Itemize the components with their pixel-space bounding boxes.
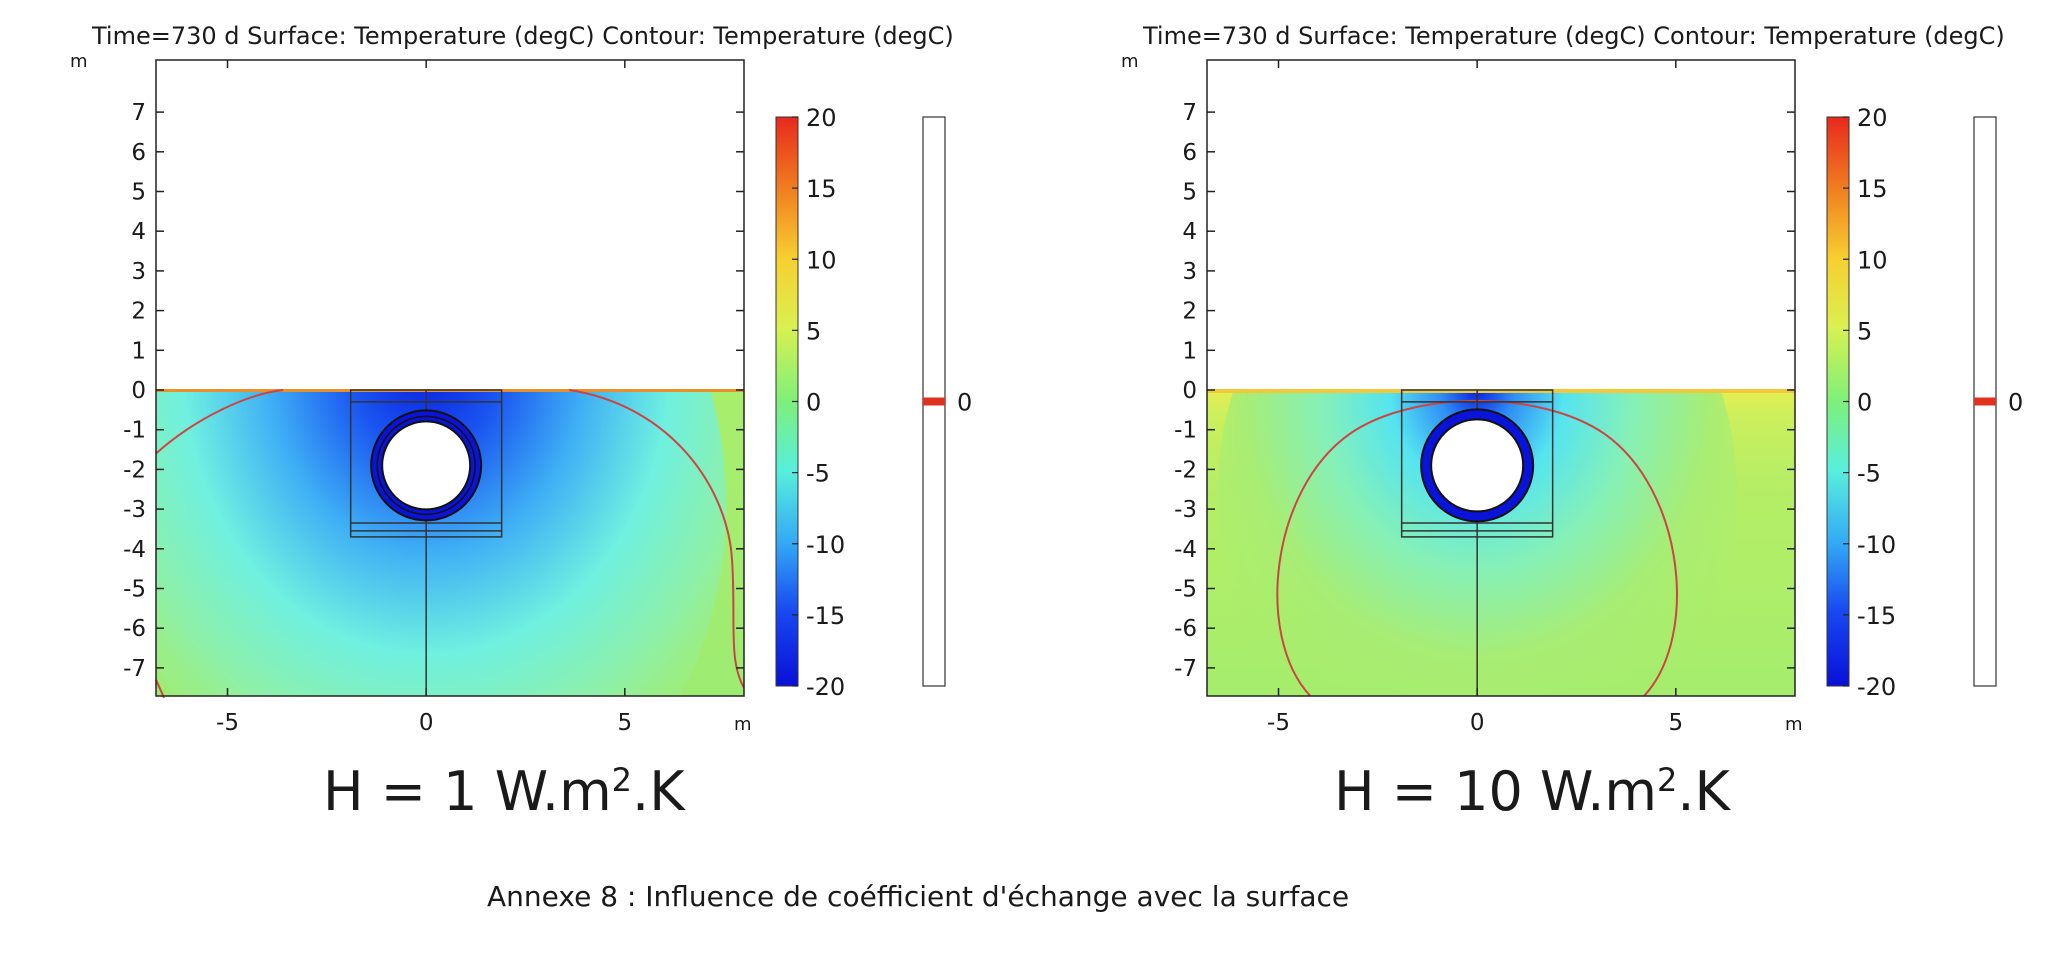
chart-panel-right: Time=730 d Surface: Temperature (degC) C… bbox=[1121, 22, 2023, 736]
y-tick-label: 3 bbox=[1182, 259, 1197, 285]
y-tick-label: 7 bbox=[1182, 100, 1197, 126]
colorbar-tick-label: 15 bbox=[806, 175, 837, 203]
y-tick-label: -1 bbox=[1174, 418, 1197, 444]
colorbar-tick-label: -15 bbox=[1857, 602, 1896, 630]
colorbar-tick-label: -5 bbox=[1857, 460, 1881, 488]
axes-frame bbox=[1206, 59, 1796, 697]
chart-title: Time=730 d Surface: Temperature (degC) C… bbox=[91, 22, 954, 50]
y-tick-label: -7 bbox=[1174, 656, 1197, 682]
chart-panel-left: Time=730 d Surface: Temperature (degC) C… bbox=[70, 22, 972, 736]
y-tick-label: 2 bbox=[1182, 299, 1197, 325]
colorbar-tick-label: 20 bbox=[1857, 104, 1888, 132]
y-tick-label: 5 bbox=[131, 180, 146, 206]
y-tick-label: -2 bbox=[1174, 457, 1197, 483]
colorbar-tick-label: -5 bbox=[806, 460, 830, 488]
colorbar-tick-label: -15 bbox=[806, 602, 845, 630]
y-tick-label: -5 bbox=[1174, 577, 1197, 603]
y-tick-label: -7 bbox=[123, 656, 146, 682]
y-tick-label: 7 bbox=[131, 100, 146, 126]
surface-boundary bbox=[1207, 389, 1795, 393]
chart-title: Time=730 d Surface: Temperature (degC) C… bbox=[1142, 22, 2005, 50]
x-tick-label: 0 bbox=[419, 710, 434, 736]
y-tick-label: 0 bbox=[131, 378, 146, 404]
colorbar-tick-label: -10 bbox=[806, 531, 845, 559]
x-tick-label: 5 bbox=[1668, 710, 1683, 736]
y-tick-label: -2 bbox=[123, 457, 146, 483]
tunnel-bore bbox=[1430, 418, 1525, 513]
tunnel-inner-ring bbox=[376, 415, 476, 516]
colorbar-tick-label: 10 bbox=[1857, 246, 1888, 274]
contour-level-mark bbox=[1974, 397, 1996, 406]
y-tick-label: 4 bbox=[1182, 219, 1197, 245]
y-tick-label: -3 bbox=[1174, 497, 1197, 523]
x-tick-label: -5 bbox=[1267, 710, 1290, 736]
y-tick-label: 6 bbox=[131, 140, 146, 166]
tunnel-bore bbox=[381, 420, 472, 511]
y-tick-label: -4 bbox=[1174, 537, 1197, 563]
x-axis-unit: m bbox=[734, 714, 752, 735]
y-axis-unit: m bbox=[1121, 51, 1139, 72]
zero-degree-contour bbox=[155, 389, 745, 699]
y-tick-label: 1 bbox=[1182, 338, 1197, 364]
x-tick-label: 5 bbox=[617, 710, 632, 736]
y-tick-label: 6 bbox=[1182, 140, 1197, 166]
colorbar-tick-label: 20 bbox=[806, 104, 837, 132]
colorbar-tick-label: 5 bbox=[1857, 317, 1872, 345]
colorbar-tick-label: 5 bbox=[806, 317, 821, 345]
colorbar-tick-label: -20 bbox=[806, 673, 845, 701]
colorbar-tick-label: 10 bbox=[806, 246, 837, 274]
y-tick-label: 3 bbox=[131, 259, 146, 285]
contour-level-mark bbox=[923, 397, 945, 406]
y-tick-label: 2 bbox=[131, 299, 146, 325]
axes-frame bbox=[155, 59, 745, 697]
colorbar-tick-label: 0 bbox=[1857, 389, 1872, 417]
y-tick-label: 0 bbox=[1182, 378, 1197, 404]
y-tick-label: -5 bbox=[123, 577, 146, 603]
x-axis-unit: m bbox=[1785, 714, 1803, 735]
colorbar-tick-label: 15 bbox=[1857, 175, 1888, 203]
y-tick-label: -6 bbox=[123, 616, 146, 642]
y-tick-label: -3 bbox=[123, 497, 146, 523]
y-tick-label: 4 bbox=[131, 219, 146, 245]
y-tick-label: -6 bbox=[1174, 616, 1197, 642]
x-tick-label: -5 bbox=[216, 710, 239, 736]
y-tick-label: -4 bbox=[123, 537, 146, 563]
colorbar-tick-label: -20 bbox=[1857, 673, 1896, 701]
y-tick-label: 5 bbox=[1182, 180, 1197, 206]
y-axis-unit: m bbox=[70, 51, 88, 72]
cold-plume bbox=[156, 390, 727, 696]
y-tick-label: -1 bbox=[123, 418, 146, 444]
colorbar-tick-label: 0 bbox=[806, 389, 821, 417]
contour-level-label: 0 bbox=[2008, 389, 2023, 417]
contour-level-label: 0 bbox=[957, 389, 972, 417]
y-tick-label: 1 bbox=[131, 338, 146, 364]
coefficient-label-left: H = 1 W.m2.K bbox=[323, 760, 685, 823]
x-tick-label: 0 bbox=[1470, 710, 1485, 736]
coefficient-label-right: H = 10 W.m2.K bbox=[1334, 760, 1730, 823]
colorbar-tick-label: -10 bbox=[1857, 531, 1896, 559]
figure-caption: Annexe 8 : Influence de coéfficient d'éc… bbox=[487, 880, 1350, 913]
